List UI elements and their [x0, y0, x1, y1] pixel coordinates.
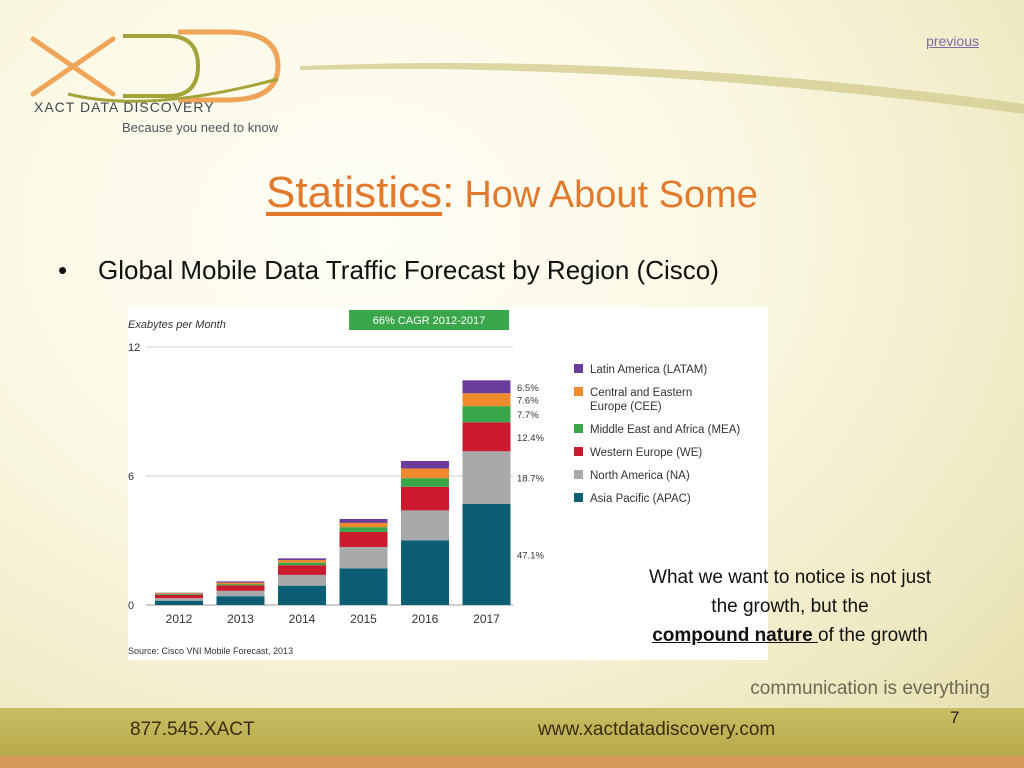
bar-segment [216, 590, 265, 597]
xdd-logo-mark [30, 29, 281, 103]
title-subtitle: How About Some [464, 174, 758, 216]
legend-label: Middle East and Africa (MEA) [590, 424, 740, 436]
bar-segment [155, 593, 203, 595]
chart-title-banner [349, 310, 509, 330]
x-tick-label: 2015 [350, 612, 377, 626]
bar-segment [155, 594, 203, 595]
x-tick-label: 2012 [166, 612, 193, 626]
legend-swatch [574, 470, 583, 479]
callout-line-3: compound nature of the growth [586, 621, 994, 650]
bar-segment [401, 486, 449, 511]
stacked-bar-chart: 66% CAGR 2012-2017 Exabytes per Month 0 6 12… [128, 310, 740, 656]
bar-segment [462, 406, 511, 423]
callout-line-3-rest: of the growth [817, 625, 928, 646]
title-colon: : [442, 168, 455, 217]
y-axis-label: Exabytes per Month [128, 319, 226, 331]
bar-segment [216, 585, 265, 591]
share-label: 6.5% [517, 383, 539, 394]
bar-segment [339, 546, 388, 569]
chart-source: Source: Cisco VNI Mobile Forecast, 2013 [128, 646, 293, 656]
bar-segment [216, 582, 265, 585]
bar-segment [155, 600, 203, 605]
bar-segment [278, 562, 326, 566]
legend-label: North America (NA) [590, 470, 690, 482]
legend-swatch [574, 493, 583, 502]
legend-swatch [574, 424, 583, 433]
previous-link[interactable]: previous [926, 33, 979, 49]
share-label: 12.4% [517, 433, 544, 444]
legend-label: Western Europe (WE) [590, 447, 702, 459]
bar-segment [216, 584, 265, 586]
legend-swatch [574, 387, 583, 396]
bar-segment [339, 522, 388, 528]
callout-line-2: the growth, but the [711, 596, 869, 617]
x-tick-label: 2017 [473, 612, 500, 626]
bar-segment [462, 451, 511, 504]
bar-segment [462, 393, 511, 407]
y-tick-label: 12 [128, 342, 140, 354]
bar-segment [339, 568, 388, 605]
bar-segment [216, 596, 265, 605]
callout-emphasis: compound nature [652, 625, 818, 646]
bar-segment [278, 560, 326, 563]
bar-segment [339, 519, 388, 523]
y-tick-label: 6 [128, 471, 134, 483]
share-label: 47.1% [517, 550, 544, 561]
footer-website[interactable]: www.xactdatadiscovery.com [538, 719, 776, 740]
x-tick-label: 2013 [227, 612, 254, 626]
footer-bottom-strip [0, 756, 1024, 768]
footer-slogan: communication is everything [750, 678, 990, 699]
bullet-item: • Global Mobile Data Traffic Forecast by … [58, 255, 719, 286]
legend-label: Latin America (LATAM) [590, 364, 707, 376]
bar-segment [462, 503, 511, 605]
bullet-marker: • [58, 255, 68, 285]
legend-label: Central and Eastern Europe (CEE) [590, 387, 692, 413]
bar-segment [462, 380, 511, 394]
bar-segment [401, 460, 449, 469]
legend-swatch [574, 364, 583, 373]
x-tick-label: 2016 [412, 612, 439, 626]
callout-text: What we want to notice is not just the g… [586, 563, 994, 650]
chart-title: 66% CAGR 2012-2017 [373, 315, 486, 327]
title-statistics: Statistics [266, 168, 443, 217]
bar-segment [155, 594, 203, 599]
bar-segment [278, 574, 326, 586]
bullet-text: Global Mobile Data Traffic Forecast by R… [98, 255, 719, 285]
legend-label: Asia Pacific (APAC) [590, 493, 691, 505]
bar-segment [278, 558, 326, 561]
footer-bar [0, 708, 1024, 760]
bar-segment [401, 510, 449, 541]
logo-company-name: XACT DATA DISCOVERY [34, 99, 215, 115]
page-number: 7 [950, 708, 960, 727]
slide-title: Statistics: How About Some [0, 168, 1024, 218]
bar-segment [462, 422, 511, 452]
bar-segment [278, 565, 326, 575]
bar-segment [155, 598, 203, 601]
bar-segment [401, 478, 449, 487]
bar-segment [339, 527, 388, 532]
footer-phone: 877.545.XACT [130, 719, 255, 740]
bar-segment [401, 540, 449, 605]
chart-container: 66% CAGR 2012-2017 Exabytes per Month 0 6 12… [128, 307, 768, 660]
bar-segment [216, 581, 265, 583]
logo-tagline: Because you need to know [122, 120, 279, 135]
bar-segment [401, 468, 449, 479]
bar-segment [339, 531, 388, 547]
y-tick-label: 0 [128, 600, 134, 612]
callout-line-1: What we want to notice is not just [649, 567, 931, 588]
bar-segment [278, 585, 326, 605]
share-label: 18.7% [517, 474, 544, 485]
x-tick-label: 2014 [289, 612, 316, 626]
share-label: 7.6% [517, 396, 539, 407]
share-label: 7.7% [517, 410, 539, 421]
legend-swatch [574, 447, 583, 456]
